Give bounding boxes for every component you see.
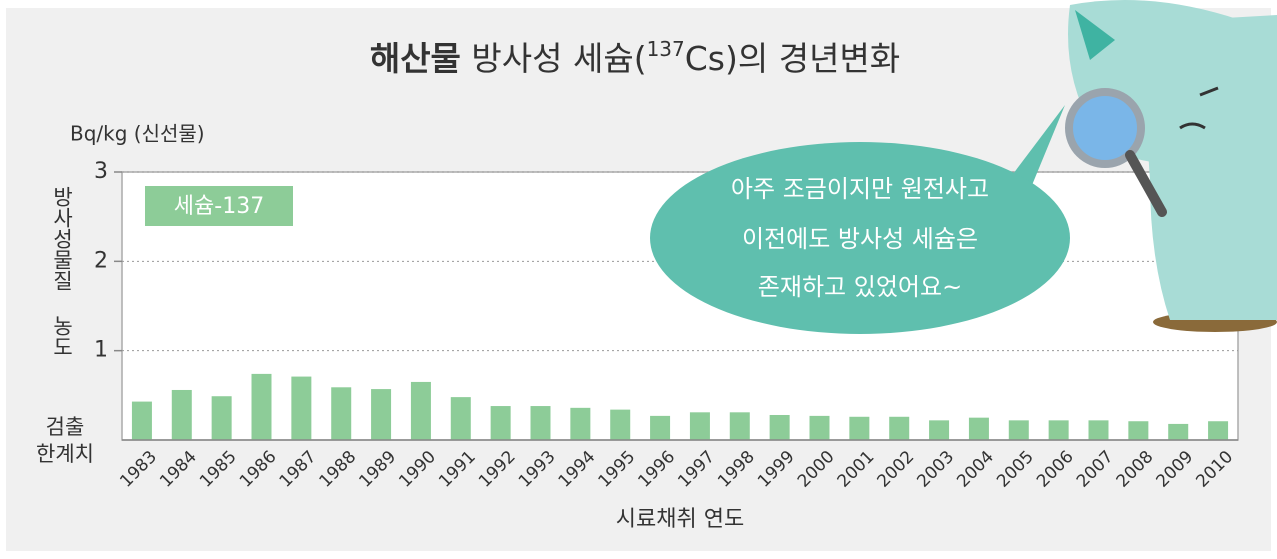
bar: [610, 409, 631, 440]
title-bold: 해산물: [370, 39, 461, 78]
detection-limit-label: 검출: [46, 415, 85, 439]
bubble-tail: [1010, 105, 1065, 190]
bar: [1088, 420, 1109, 440]
bar: [291, 376, 312, 440]
legend-swatch: [145, 186, 293, 226]
bar: [211, 396, 232, 440]
mascot-eye: [1199, 86, 1219, 97]
bar: [689, 412, 710, 440]
bar: [968, 417, 989, 440]
y-tick-label: 2: [94, 248, 108, 273]
overlay: 아주 조금이지만 원전사고 이전에도 방사성 세슘은 존재하고 있었어요~: [650, 0, 1277, 334]
bar: [1008, 420, 1029, 440]
y-tick-label: 1: [94, 338, 108, 363]
bar: [490, 406, 511, 440]
bar: [131, 401, 152, 440]
bar: [171, 389, 192, 440]
bar: [809, 415, 830, 440]
mascot-ear-inner: [1075, 10, 1115, 60]
title-superscript: 137: [647, 37, 685, 61]
bar: [251, 373, 272, 440]
y-axis-label: 방사성물질 농도: [50, 186, 74, 357]
bar: [769, 414, 790, 440]
x-axis-label: 시료채취 연도: [616, 507, 744, 532]
bar: [1048, 420, 1069, 440]
bar: [729, 412, 750, 440]
bar: [410, 381, 431, 440]
bar: [1208, 421, 1229, 440]
magnifier-lens: [1065, 88, 1145, 168]
detection-limit-label: 한계치: [36, 442, 94, 466]
bar: [849, 416, 870, 440]
title-part: 방사성 세슘(: [461, 39, 647, 78]
mascot-mouth: [1179, 122, 1206, 130]
speech-bubble: [650, 142, 1070, 334]
bar: [371, 389, 392, 440]
bubble-text: 이전에도 방사성 세슘은: [742, 225, 978, 253]
bar: [570, 407, 591, 440]
bubble-text: 아주 조금이지만 원전사고: [731, 175, 989, 203]
unit-label: Bq/kg (신선물): [70, 122, 205, 146]
magnifier-handle: [1125, 150, 1167, 217]
legend-label: 세슘-137: [174, 194, 264, 219]
title-part: Cs)의 경년변화: [685, 39, 900, 78]
bar: [331, 387, 352, 440]
bar: [450, 397, 471, 440]
bar: [929, 420, 950, 440]
bar: [1128, 421, 1149, 440]
y-tick-label: 3: [94, 159, 108, 184]
bar: [650, 415, 671, 440]
bubble-text: 존재하고 있었어요~: [758, 273, 962, 301]
chart-title: 해산물 방사성 세슘(137Cs)의 경년변화: [370, 37, 900, 78]
bar: [1168, 423, 1189, 440]
bar: [889, 416, 910, 440]
bar: [530, 406, 551, 440]
